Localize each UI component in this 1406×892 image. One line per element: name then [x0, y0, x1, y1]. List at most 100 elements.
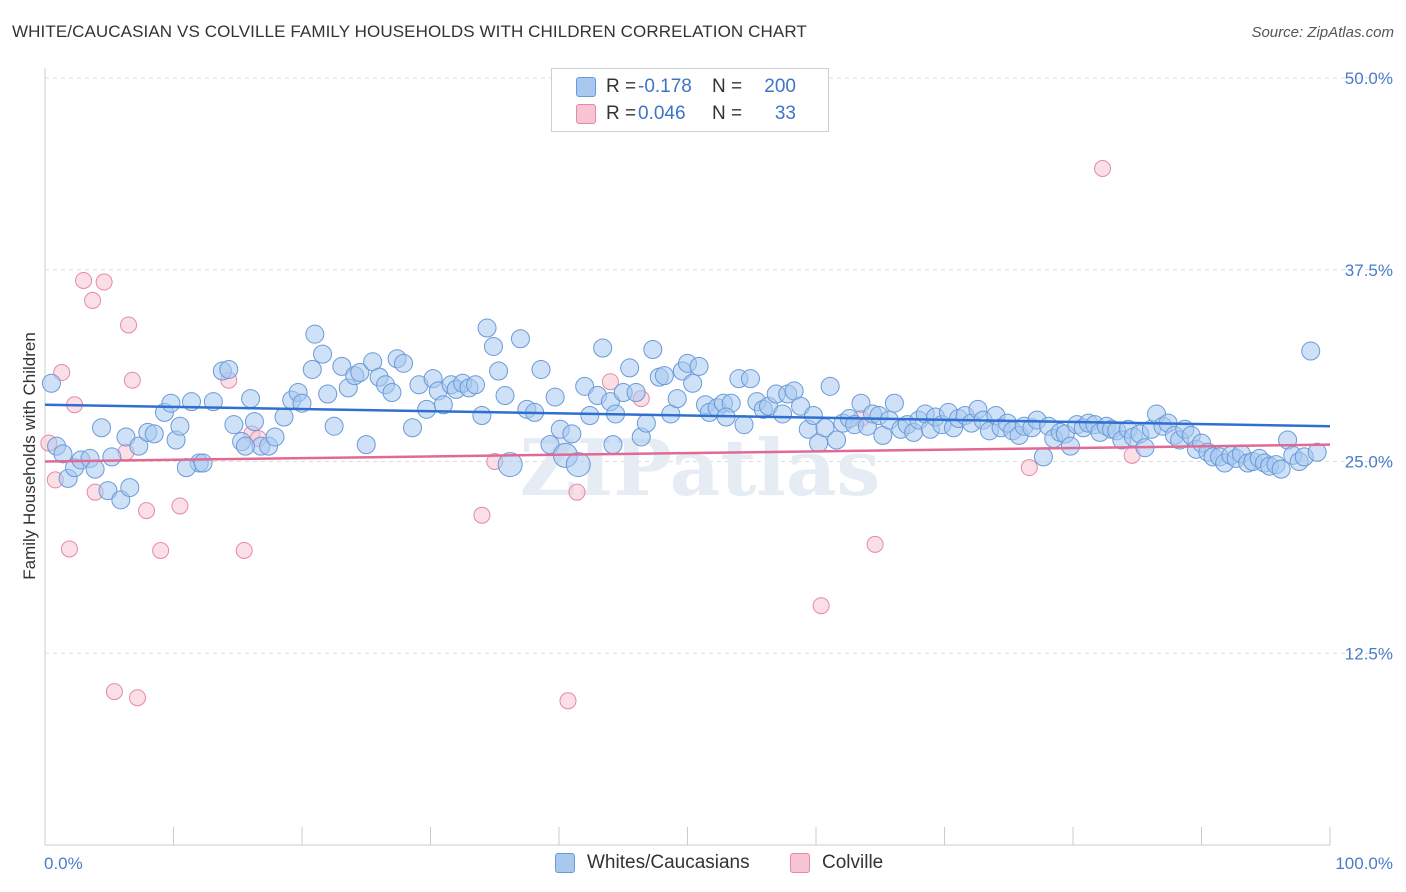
whites-point [884, 393, 904, 413]
whites-point [129, 436, 149, 456]
series-legend-item-colville: Colville [790, 852, 883, 874]
whites-point [417, 399, 437, 419]
whites-point [305, 324, 325, 344]
whites-point [565, 452, 591, 478]
whites-point [510, 329, 530, 349]
whites-point [495, 386, 515, 406]
whites-point [483, 336, 503, 356]
series-legend-label-whites: Whites/Caucasians [587, 852, 750, 873]
colville-point [171, 497, 189, 515]
whites-point [803, 405, 823, 425]
colville-point [120, 316, 138, 334]
whites-point [827, 430, 847, 450]
colville-point [95, 273, 113, 291]
y-axis-label: Family Households with Children [20, 332, 39, 580]
whites-point [313, 344, 333, 364]
chart-title: WHITE/CAUCASIAN VS COLVILLE FAMILY HOUSE… [12, 22, 807, 41]
whites-point [324, 416, 344, 436]
correlation-legend: R = -0.178 N = 200 R = 0.046 N = 33 [551, 68, 829, 132]
whites-point [144, 424, 164, 444]
colville-point [105, 683, 123, 701]
whites-point [241, 389, 261, 409]
whites-point [53, 444, 73, 464]
whites-point [593, 338, 613, 358]
whites-point [472, 405, 492, 425]
colville-point [60, 540, 78, 558]
series-legend-label-colville: Colville [822, 852, 884, 873]
legend-row-colville: R = 0.046 N = 33 [576, 102, 796, 126]
legend-n-value: 200 [764, 76, 796, 97]
x-tick-label-max: 100.0% [1335, 854, 1393, 873]
whites-point [292, 393, 312, 413]
whites-point [791, 396, 811, 416]
colville-point [84, 291, 102, 309]
whites-point [265, 427, 285, 447]
colville-point [235, 541, 253, 559]
colville-point [866, 535, 884, 553]
gridlines [45, 77, 1390, 654]
trend-lines [44, 403, 1331, 463]
colville-point [559, 692, 577, 710]
legend-r-label: R = [606, 76, 637, 97]
whites-point [274, 407, 294, 427]
whites-point [176, 458, 196, 478]
whites-point [219, 359, 239, 379]
whites-point [85, 459, 105, 479]
legend-row-whites: R = -0.178 N = 200 [576, 75, 796, 99]
whites-point [356, 435, 376, 455]
series-legend: Whites/Caucasians Colville [0, 852, 1406, 876]
legend-swatch-colville [576, 104, 596, 124]
whites-point [1060, 436, 1080, 456]
colville-point [568, 483, 586, 501]
legend-swatch-whites [576, 77, 596, 97]
legend-n-label: N = [712, 103, 743, 124]
whites-point [1271, 459, 1291, 479]
y-tick-label: 37.5% [1345, 261, 1393, 280]
legend-r-label: R = [606, 103, 637, 124]
whites-point [1301, 341, 1321, 361]
whites-point [41, 373, 61, 393]
whites-point [734, 415, 754, 435]
colville-point [812, 597, 830, 615]
whites-point [545, 387, 565, 407]
x-tick-marks [44, 827, 1331, 845]
whites-point [489, 361, 509, 381]
whites-point [465, 375, 485, 395]
whites-point [1307, 442, 1327, 462]
whites-trend-line [44, 403, 1331, 428]
whites-point [394, 353, 414, 373]
whites-point [667, 389, 687, 409]
series-legend-item-whites: Whites/Caucasians [555, 852, 750, 874]
whites-point [403, 418, 423, 438]
whites-point [244, 412, 264, 432]
colville-point [75, 271, 93, 289]
y-tick-label: 50.0% [1345, 69, 1393, 88]
whites-point [224, 415, 244, 435]
source-label: Source: ZipAtlas.com [1251, 24, 1394, 41]
whites-point [382, 382, 402, 402]
whites-point [98, 481, 118, 501]
whites-point [773, 404, 793, 424]
whites-point [302, 359, 322, 379]
colville-trend-line [44, 443, 1331, 463]
y-tick-label: 12.5% [1345, 644, 1393, 663]
colville-point [1094, 160, 1112, 178]
whites-point [161, 393, 181, 413]
whites-point [92, 418, 112, 438]
colville-point [138, 502, 156, 520]
legend-r-value: 0.046 [638, 103, 686, 124]
whites-point [1033, 447, 1053, 467]
whites-point [654, 366, 674, 386]
whites-point [575, 376, 595, 396]
whites-point [235, 436, 255, 456]
whites-point [170, 416, 190, 436]
legend-r-value: -0.178 [638, 76, 692, 97]
series-legend-swatch-colville [790, 853, 810, 873]
colville-point [129, 689, 147, 707]
whites-point [603, 435, 623, 455]
whites-point [643, 340, 663, 360]
colville-point [1020, 459, 1038, 477]
whites-point [318, 384, 338, 404]
whites-point [689, 356, 709, 376]
